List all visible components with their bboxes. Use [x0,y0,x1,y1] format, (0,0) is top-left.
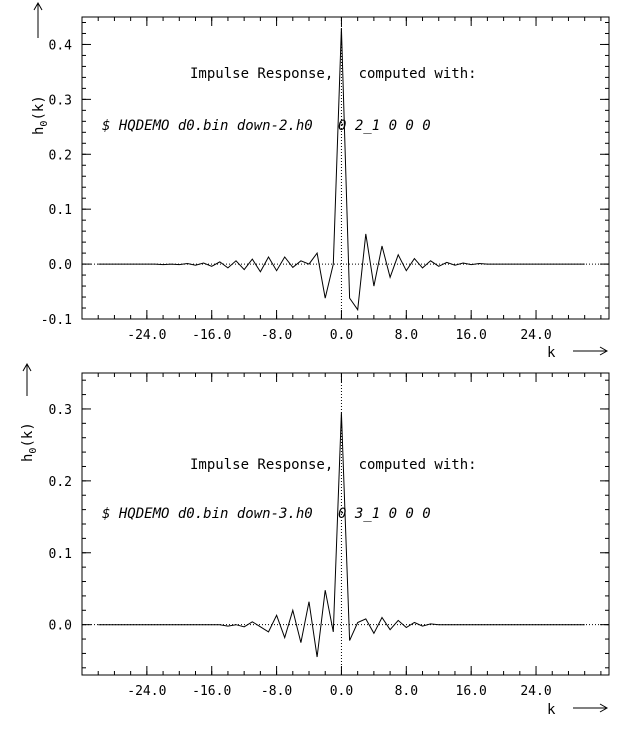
annotation-title: Impulse Response, computed with: [190,457,477,473]
plot-frame [81,16,610,320]
ylabel-sub: 0 [39,121,50,127]
x-axis-title: k [547,702,556,718]
y-tick-label: 0.0 [49,619,72,634]
y-axis-title: h0(k) [31,95,50,135]
y-axis-title: h0(k) [20,422,39,462]
y-tick-label: 0.4 [49,38,73,53]
x-tick-label: -16.0 [192,328,231,343]
y-tick-label: 0.1 [49,203,72,218]
x-tick-label: 8.0 [395,328,418,343]
x-tick-labels: -24.0 -16.0 -8.0 0.0 8.0 16.0 24.0 [127,684,551,699]
chart-panel-top: -0.1 0.0 0.1 0.2 0.3 0.4 -24.0 -16.0 -8.0 0.0 8.0… [31,1,610,361]
ylabel-arg: (k) [20,422,36,447]
y-axis-arrow-icon [33,1,43,38]
svg-text:h0(k): h0(k) [20,422,39,462]
y-tick-label: 0.1 [49,547,72,562]
x-tick-label: -8.0 [261,328,292,343]
x-tick-label: 24.0 [520,328,551,343]
y-tick-label: 0.2 [49,475,72,490]
y-tick-label: 0.0 [49,258,72,273]
x-tick-label: -8.0 [261,684,292,699]
x-tick-label: -16.0 [192,684,231,699]
impulse-response-line [98,412,585,658]
ylabel-base: h [31,127,47,135]
svg-text:h0(k): h0(k) [31,95,50,135]
x-tick-label: 16.0 [456,328,487,343]
y-tick-label: -0.1 [41,313,72,328]
x-tick-label: 8.0 [395,684,418,699]
x-tick-label: -24.0 [127,684,166,699]
impulse-response-line [98,27,585,312]
x-tick-label: 16.0 [456,684,487,699]
major-ticks [82,373,609,675]
y-tick-labels: 0.0 0.1 0.2 0.3 [49,403,72,634]
x-axis-title: k [547,345,556,361]
y-tick-labels: -0.1 0.0 0.1 0.2 0.3 0.4 [41,38,72,328]
x-axis-arrow-icon [573,703,609,713]
x-tick-labels: -24.0 -16.0 -8.0 0.0 8.0 16.0 24.0 [127,328,551,343]
x-axis-arrow-icon [573,346,609,356]
x-tick-label: 24.0 [520,684,551,699]
x-tick-label: 0.0 [330,328,353,343]
y-tick-label: 0.2 [49,148,72,163]
y-tick-label: 0.3 [49,93,72,108]
y-tick-label: 0.3 [49,403,72,418]
ylabel-sub: 0 [28,448,39,454]
chart-panel-bottom: 0.0 0.1 0.2 0.3 -24.0 -16.0 -8.0 0.0 8.0 16.0 24.… [20,362,610,718]
ylabel-arg: (k) [31,95,47,120]
x-tick-label: -24.0 [127,328,166,343]
annotation-command: $ HQDEMO d0.bin down-2.h0 0 2_1 0 0 0 [102,118,431,134]
y-axis-arrow-icon [22,362,32,396]
x-tick-label: 0.0 [330,684,353,699]
ylabel-base: h [20,454,36,462]
annotation-command: $ HQDEMO d0.bin down-3.h0 0 3_1 0 0 0 [102,506,431,522]
annotation-title: Impulse Response, computed with: [190,66,477,82]
